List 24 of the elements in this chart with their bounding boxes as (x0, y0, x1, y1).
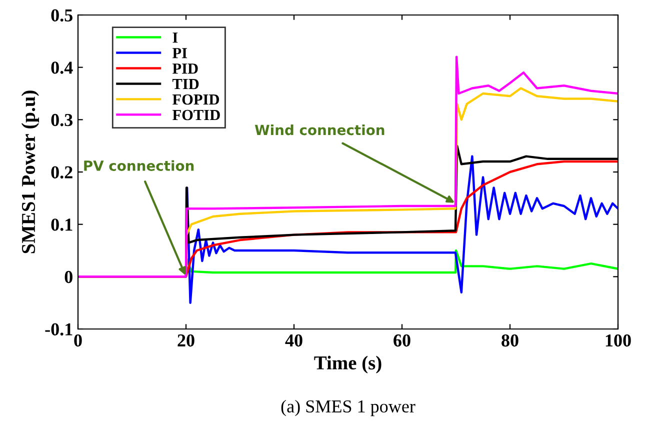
y-tick-label: 0.3 (51, 114, 73, 126)
annotation: PV connection (84, 160, 194, 171)
legend-label: TID (172, 79, 199, 90)
x-axis-title: Time (s) (314, 356, 382, 374)
legend-label: FOTID (172, 110, 220, 120)
y-axis-title: SMES1 Power (p.u) (21, 90, 39, 254)
text: (a) SMES 1 power (281, 400, 416, 416)
legend-label: PI (172, 48, 187, 58)
legend-label: PID (172, 64, 198, 74)
y-tick-label: 0.1 (51, 218, 72, 231)
x-tick-label: 60 (394, 334, 410, 347)
x-tick-label: 100 (606, 334, 631, 347)
x-tick-label: 20 (178, 334, 194, 347)
y-tick-label: 0.2 (51, 166, 72, 179)
x-tick-label: 80 (502, 334, 518, 347)
y-tick-label: 0 (64, 270, 72, 284)
legend-label: I (172, 32, 178, 43)
x-tick-label: 0 (74, 334, 82, 347)
legend-label: FOPID (172, 94, 219, 105)
y-tick-label: 0.4 (51, 62, 73, 74)
x-tick-label: 40 (285, 334, 302, 347)
y-tick-label: -0.1 (45, 323, 72, 336)
annotation: Wind connection (254, 124, 384, 136)
y-tick-label: 0.5 (51, 9, 72, 22)
